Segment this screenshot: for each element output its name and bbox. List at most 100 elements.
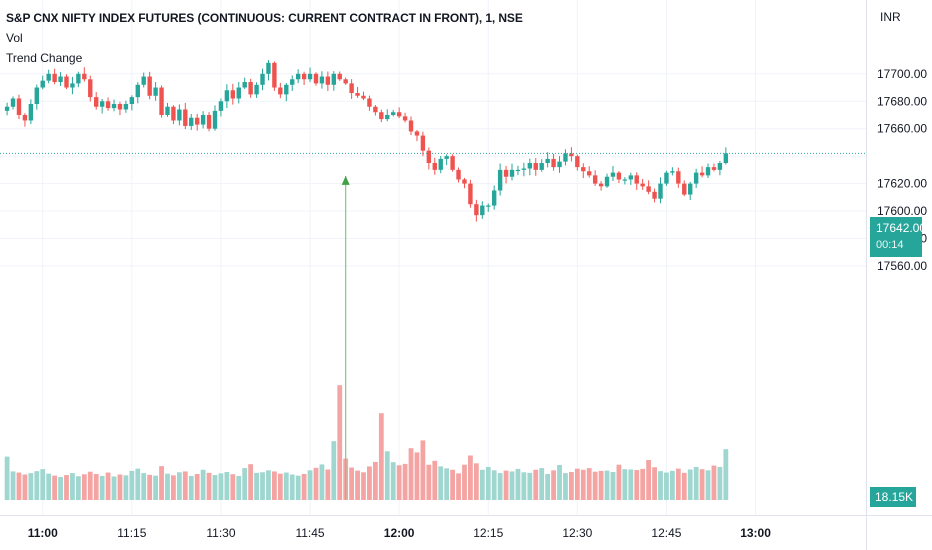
candle-body [521,168,527,170]
volume-bar [723,449,729,500]
volume-bars [4,385,729,500]
currency-label[interactable]: INR [880,10,901,24]
candle-body [420,135,426,151]
x-tick-label: 12:00 [384,526,415,540]
volume-bar [34,471,40,500]
indicator-vol-label[interactable]: Vol [6,31,23,45]
candle-body [509,169,515,177]
candle-body [135,84,140,98]
candle-body [396,112,402,117]
volume-bar [479,469,485,500]
candle-body [604,176,610,187]
candle-body [462,179,467,184]
volume-bar [295,475,301,500]
signal-arrow-up [341,175,350,185]
candle-body [563,153,568,162]
grid [0,0,866,515]
volume-bar [182,471,188,500]
candle-body [284,84,289,95]
volume-bar [693,466,699,500]
volume-bar [473,463,479,500]
candle-body [693,172,699,184]
candle-body [664,172,669,184]
candle-body [349,83,354,94]
volume-bar [46,473,52,500]
volume-bar [616,464,622,500]
volume-bar [176,472,182,500]
candle-body [676,171,681,184]
y-tick-label: 17700.00 [877,67,927,81]
x-tick-label: 11:45 [295,526,324,540]
volume-bar [646,459,652,500]
candle-body [248,82,253,95]
candle-body [177,109,182,121]
volume-bar [586,468,592,500]
candle-body [230,90,236,99]
candle-body [58,76,63,83]
volume-bar [70,473,75,500]
symbol-title[interactable]: S&P CNX NIFTY INDEX FUTURES (CONTINUOUS:… [6,11,523,25]
indicator-trend-change-label[interactable]: Trend Change [6,51,83,65]
candle-body [123,103,129,110]
volume-bar [123,475,129,500]
volume-bar [105,472,111,500]
candle-body [4,106,10,111]
volume-bar [266,470,271,500]
volume-bar [212,475,218,500]
volume-bar [432,460,438,500]
candle-body [575,156,580,168]
volume-bar [242,468,248,500]
volume-bar [4,456,10,500]
volume-bar [669,470,675,500]
candle-body [22,114,28,121]
candle-body [432,163,437,170]
x-tick-label: 11:00 [28,526,58,540]
candle-body [52,73,57,83]
volume-bar [497,473,503,500]
candle-body [206,114,212,129]
volume-bar [533,469,539,500]
candle-body [557,161,562,168]
candle-body [224,90,230,102]
volume-bar [711,465,717,500]
candle-body [46,73,51,81]
last-price-badge: 17642.00 00:14 [870,217,926,257]
candle-body [610,172,616,177]
candle-body [272,62,277,88]
volume-bar [675,468,681,500]
volume-bar [283,472,289,500]
candle-body [533,163,538,170]
candle-body [361,95,366,99]
volume-bar [52,475,58,500]
volume-bar [248,464,254,500]
volume-bar [539,468,545,500]
candle-body [545,158,550,164]
candle-body [165,106,170,115]
volume-bar [159,466,164,500]
candle-body [254,84,259,95]
candle-body [212,110,218,129]
candle-body [307,73,313,80]
candle-body [64,76,69,88]
candle-body [355,93,360,96]
volume-bar [153,475,158,500]
candle-body [16,98,22,115]
volume-bar [58,477,63,500]
y-tick-label: 17620.00 [877,177,927,191]
volume-bar [521,472,527,500]
volume-bar [171,475,176,500]
candle-body [587,171,592,176]
volume-bar [610,472,616,500]
candle-body [616,172,622,180]
candle-body [723,153,729,164]
candle-body [497,169,503,191]
volume-bar [628,469,634,500]
volume-bar [569,472,574,500]
volume-bar [485,466,491,500]
volume-bar [456,473,461,500]
volume-bar [224,472,230,500]
volume-bar [135,468,141,500]
volume-bar [592,471,598,500]
